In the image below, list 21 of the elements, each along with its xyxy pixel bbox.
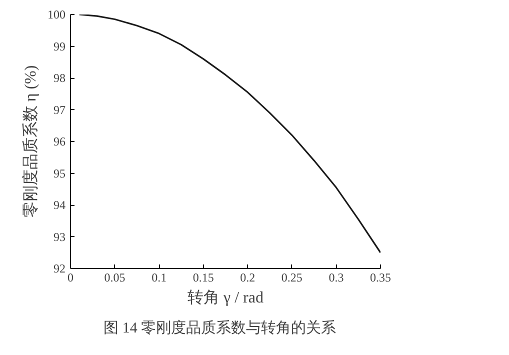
y-tick-label: 92	[54, 262, 66, 276]
y-tick-label: 97	[54, 102, 66, 117]
x-tick-label: 0.05	[104, 270, 126, 284]
y-tick-label: 96	[54, 134, 66, 148]
x-tick-label: 0.35	[370, 270, 391, 284]
y-axis-title: 零刚度品质系数 η (%)	[22, 65, 40, 218]
x-tick-label: 0.15	[192, 270, 214, 284]
line-series	[78, 14, 380, 254]
x-tick-label: 0.2	[240, 270, 256, 284]
y-tick-label: 95	[54, 166, 66, 180]
caption: 图 14 零刚度品质系数与转角的关系	[104, 320, 336, 336]
x-tick-label: 0.1	[152, 270, 167, 284]
x-axis-title: 转角 γ / rad	[188, 290, 264, 306]
x-tick-label: 0	[68, 270, 74, 284]
y-tick-label: 94	[54, 198, 66, 212]
y-tick-label: 93	[54, 230, 66, 244]
x-tick-label: 0.3	[328, 270, 344, 284]
y-tick-label: 99	[54, 39, 66, 54]
x-tick-label: 0.25	[281, 270, 302, 284]
y-tick-label: 100	[48, 8, 66, 22]
y-tick-label: 98	[54, 71, 66, 85]
